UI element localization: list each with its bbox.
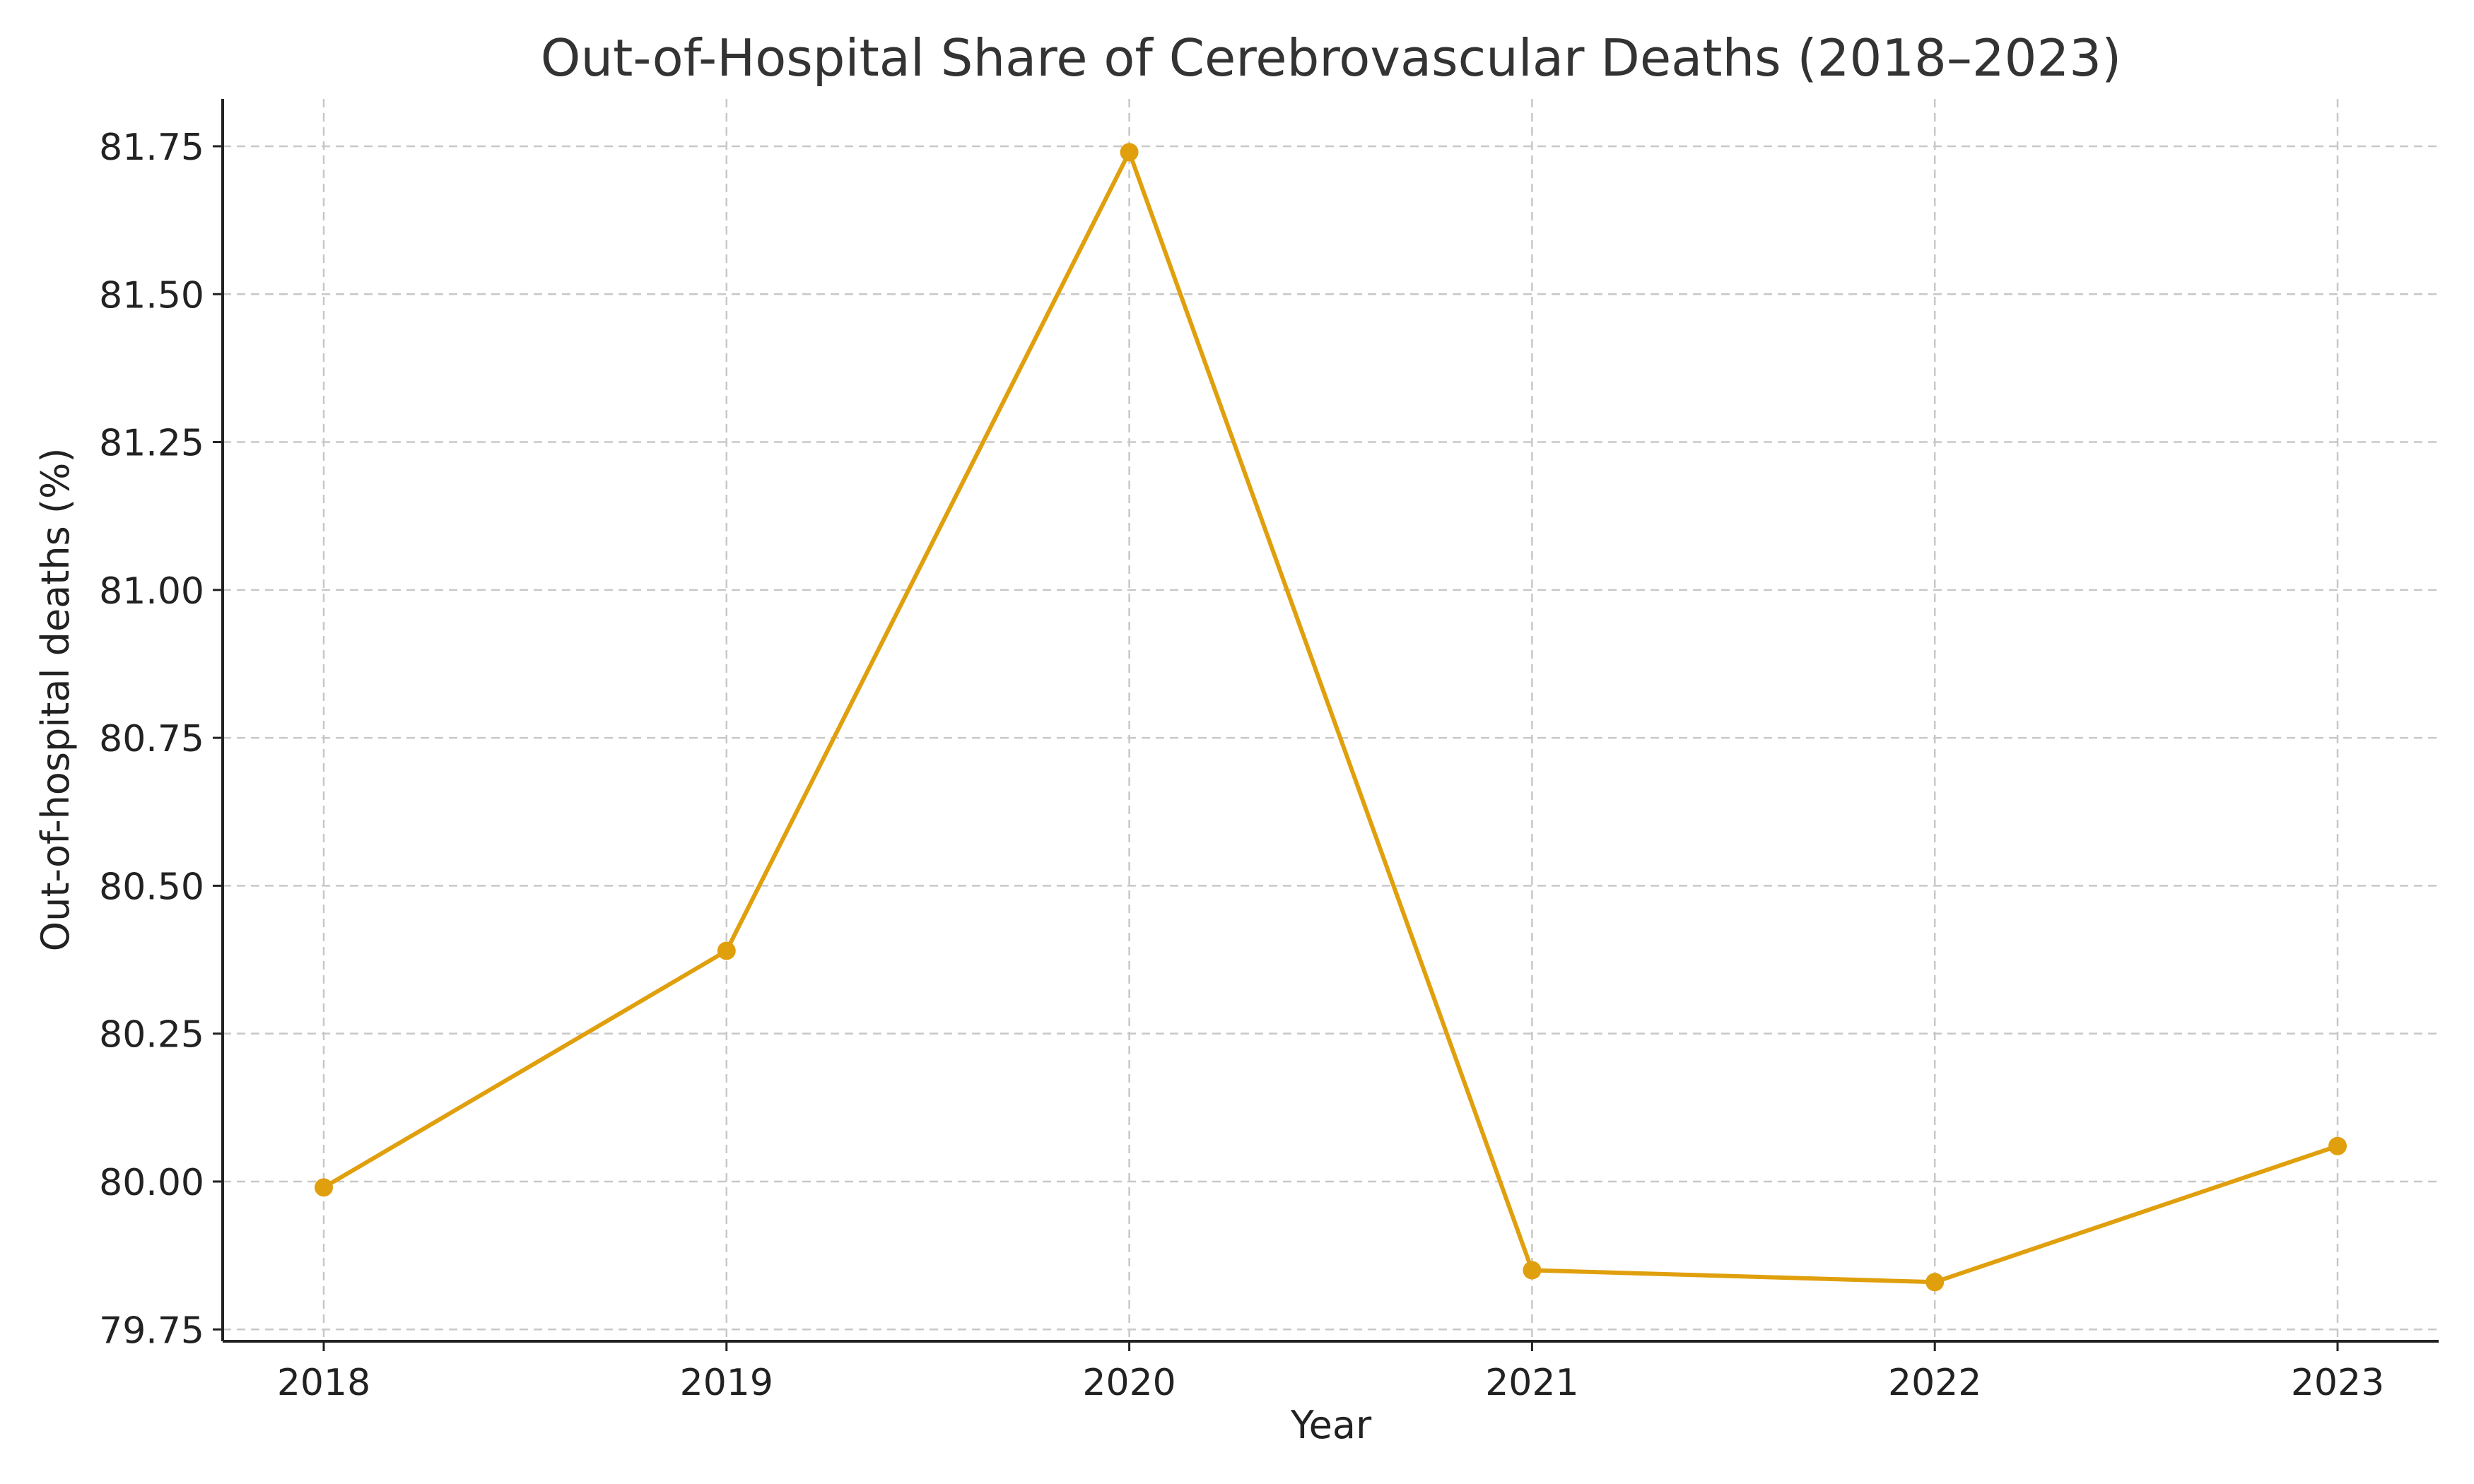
data-point	[2328, 1136, 2347, 1155]
y-tick-label: 80.50	[99, 866, 204, 908]
data-point	[1925, 1273, 1945, 1292]
y-tick-label: 81.50	[99, 274, 204, 317]
data-point	[315, 1178, 333, 1197]
x-tick-label: 2022	[1888, 1362, 1981, 1404]
data-point	[1523, 1261, 1542, 1280]
ticks-layer: 2018 2019 2020 2021 2022 2023 79.75 80.00 80.25 8…	[99, 126, 2384, 1404]
x-tick-label: 2020	[1082, 1362, 1176, 1404]
x-tick-label: 2018	[277, 1362, 370, 1404]
data-point	[1120, 143, 1139, 162]
y-axis-label: Out-of-hospital deaths (%)	[33, 448, 78, 952]
x-tick-label: 2023	[2291, 1362, 2384, 1404]
y-tick-label: 81.75	[99, 126, 204, 169]
y-tick-label: 80.00	[99, 1162, 204, 1204]
series-layer	[315, 143, 2347, 1292]
series-line	[322, 150, 2340, 1285]
x-tick-label: 2021	[1485, 1362, 1578, 1404]
grid-layer	[223, 99, 2439, 1341]
y-tick-label: 81.25	[99, 423, 204, 465]
data-point	[717, 941, 736, 960]
y-tick-label: 80.75	[99, 718, 204, 760]
chart-title: Out-of-Hospital Share of Cerebrovascular…	[541, 28, 2121, 88]
x-axis-label: Year	[1290, 1403, 1372, 1447]
y-tick-label: 79.75	[99, 1309, 204, 1352]
x-tick-label: 2019	[680, 1362, 773, 1404]
y-tick-label: 80.25	[99, 1014, 204, 1056]
y-tick-label: 81.00	[99, 570, 204, 613]
